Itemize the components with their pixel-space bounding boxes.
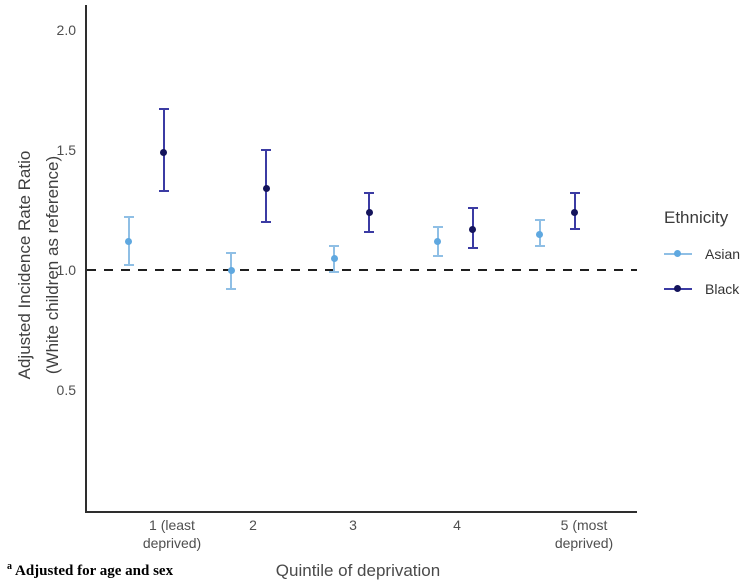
- error-bar-cap-bottom-asian-q4: [432, 254, 443, 257]
- reference-line: [87, 269, 637, 271]
- legend-key-dot: [674, 285, 681, 292]
- error-bar-cap-bottom-asian-q5: [534, 245, 545, 247]
- x-axis-title: Quintile of deprivation: [275, 561, 441, 580]
- error-bar-cap-bottom-black-q3: [364, 230, 374, 233]
- x-tick-label: 4: [453, 517, 461, 533]
- error-bar-cap-top-black-q5: [569, 192, 580, 195]
- legend-entries: Asian Black: [664, 243, 740, 300]
- point-asian-q2: [227, 266, 235, 274]
- error-bar-cap-bottom-black-q1: [158, 189, 169, 192]
- x-tick-label: 2: [249, 517, 257, 533]
- y-tick-label: 1.0: [56, 262, 76, 278]
- point-asian-q4: [434, 237, 441, 245]
- error-bar-cap-bottom-black-q4: [467, 247, 478, 250]
- error-bar-cap-top-asian-q2: [226, 252, 236, 255]
- y-tick-label: 1.5: [56, 142, 76, 158]
- error-bar-cap-bottom-black-q2: [261, 221, 271, 223]
- legend-entry-label: Black: [705, 281, 740, 297]
- y-tick-label: 2.0: [56, 22, 76, 38]
- point-black-q3: [365, 208, 373, 216]
- legend-entry-asian: Asian: [664, 243, 740, 265]
- legend-key-pointrange-icon: [664, 282, 692, 296]
- x-tick-label: 3: [349, 517, 357, 533]
- error-bar-cap-bottom-black-q5: [569, 228, 580, 231]
- legend-key-pointrange-icon: [664, 247, 692, 261]
- legend-entry-black: Black: [664, 278, 740, 300]
- error-bar-cap-bottom-asian-q3: [329, 271, 339, 274]
- point-asian-q3: [330, 254, 338, 262]
- plot-area: [85, 5, 637, 513]
- error-bar-cap-bottom-asian-q1: [123, 264, 134, 267]
- footnote: a Adjusted for age and sex: [7, 561, 173, 580]
- error-bar-cap-top-asian-q5: [534, 218, 545, 221]
- legend-title: Ethnicity: [664, 208, 729, 227]
- legend: Ethnicity Asian Black: [664, 206, 740, 313]
- error-bar-cap-top-black-q2: [261, 149, 271, 151]
- y-tick-label: 0.5: [56, 382, 76, 398]
- error-bar-cap-top-black-q3: [364, 192, 374, 195]
- point-black-q2: [262, 184, 270, 192]
- point-asian-q5: [536, 230, 543, 238]
- point-black-q1: [160, 148, 167, 156]
- point-asian-q1: [125, 237, 132, 245]
- error-bar-cap-bottom-asian-q2: [226, 288, 236, 291]
- x-tick-label: 1 (least deprived): [142, 517, 202, 551]
- error-bar-cap-top-asian-q3: [329, 245, 339, 247]
- point-black-q4: [469, 225, 476, 233]
- error-bar-cap-top-asian-q4: [432, 225, 443, 228]
- error-bar-cap-top-asian-q1: [123, 216, 134, 219]
- legend-entry-label: Asian: [705, 246, 741, 262]
- footnote-text: Adjusted for age and sex: [15, 563, 174, 579]
- footnote-marker: a: [7, 561, 12, 572]
- x-tick-label: 5 (most deprived): [554, 517, 614, 551]
- point-black-q5: [571, 208, 578, 216]
- error-bar-cap-top-black-q1: [158, 108, 169, 111]
- error-bar-cap-top-black-q4: [467, 206, 478, 209]
- legend-key-dot: [674, 250, 681, 257]
